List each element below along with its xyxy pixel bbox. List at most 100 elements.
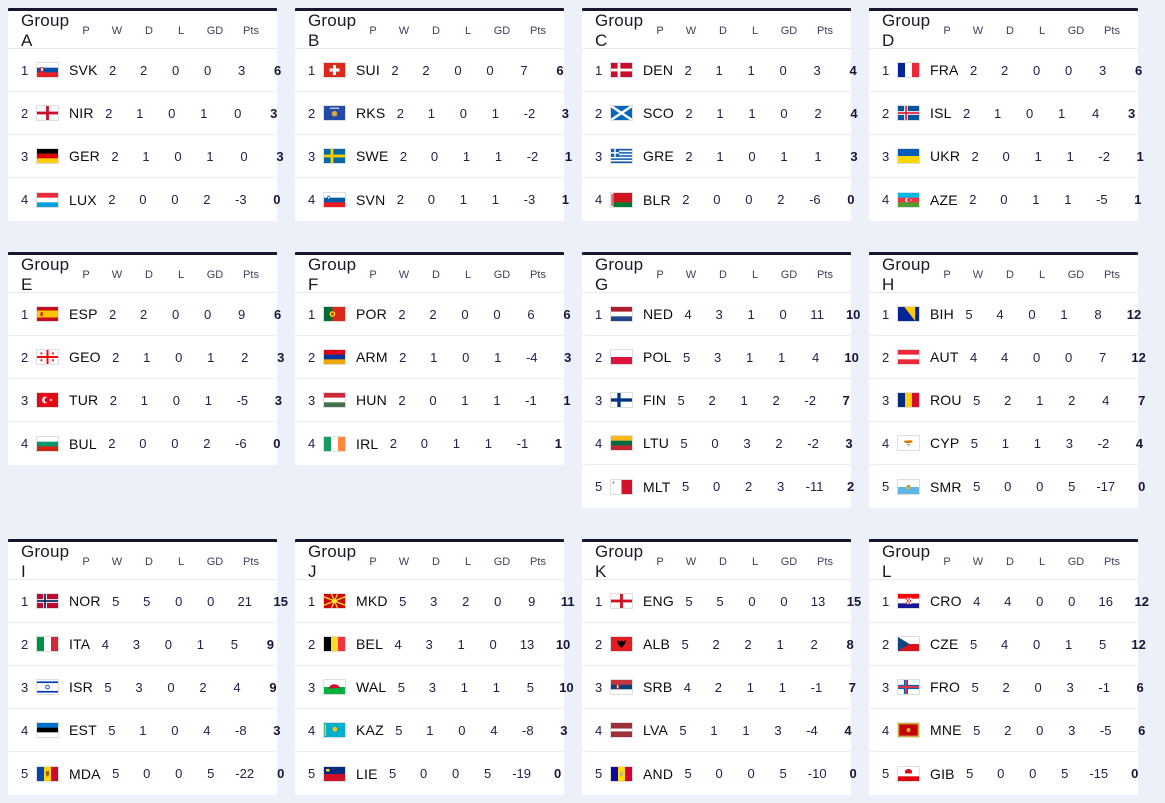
team-flag-icon [324,594,345,608]
team-flag-icon [37,436,58,451]
team-standings-row: 4 LTU 5 0 3 2 -2 3 [582,422,853,465]
stat-l: 1 [1060,306,1068,322]
column-header-pts: Pts [1104,269,1120,281]
stat-p: 2 [969,62,978,78]
stat-l: 5 [779,766,787,781]
stat-l: 1 [492,679,501,695]
stat-gd: 4 [1092,105,1100,121]
team-flag-icon [898,393,919,407]
group-title: Group L [882,542,931,581]
stat-w: 1 [426,722,434,738]
stat-l: 2 [775,435,783,451]
stat-w: 3 [135,679,143,695]
rank-label: 1 [882,593,890,609]
team-standings-row: 1 ENG 5 5 0 0 13 15 [582,580,861,623]
stat-pts: 3 [273,722,281,738]
stat-l: 3 [774,722,782,738]
stat-gd: -6 [235,436,247,451]
column-header-l: L [751,25,759,37]
rank-label: 5 [308,766,316,781]
team-flag-icon [898,192,919,207]
team-code: SCO [643,105,674,121]
stat-w: 3 [714,349,722,365]
rank-label: 2 [21,349,29,365]
rank-label: 2 [882,105,890,121]
group-standings-card: Group K P W D L GD Pts 1 ENG 5 5 0 0 13 15 2 ALB 5… [582,539,861,795]
stat-p: 5 [680,435,688,451]
team-flag-icon [611,63,632,77]
stat-d: 1 [462,148,471,164]
column-header-w: W [111,556,123,568]
group-title: Group J [308,542,357,581]
stat-gd: 5 [1098,636,1107,652]
stat-gd: -5 [1096,192,1108,207]
column-header-pts: Pts [817,25,833,37]
stat-w: 2 [708,392,716,408]
stat-pts: 3 [845,435,853,451]
team-flag-icon [324,63,345,77]
team-standings-row: 1 DEN 2 1 1 0 3 4 [582,49,857,92]
stat-p: 2 [391,62,399,78]
rank-label: 3 [882,148,890,164]
column-header-p: P [656,556,664,568]
stat-gd: -1 [525,392,537,408]
stat-d: 0 [1028,306,1036,322]
stat-d: 1 [746,679,754,695]
stat-pts: 7 [842,392,850,408]
stat-pts: 12 [1126,306,1142,322]
group-title: Group D [882,11,931,50]
rank-label: 4 [21,436,29,451]
stat-w: 1 [1001,435,1009,451]
stat-gd: -1 [810,679,823,695]
team-flag-icon [898,436,919,450]
column-header-gd: GD [780,25,798,37]
rank-label: 2 [21,105,29,121]
stat-p: 2 [109,392,117,408]
stat-l: 0 [207,593,215,609]
stat-d: 0 [1029,766,1037,781]
stat-w: 0 [1002,148,1010,164]
stat-p: 5 [684,766,692,781]
stat-p: 2 [111,148,119,164]
team-flag-icon [611,594,632,608]
rank-label: 4 [21,722,29,738]
team-code: BIH [930,306,954,322]
stat-w: 0 [139,436,147,451]
stat-gd: -1 [1098,679,1110,695]
stat-w: 4 [1004,593,1012,609]
stat-pts: 6 [1136,679,1144,695]
stat-p: 5 [395,722,403,738]
stat-w: 3 [430,593,438,609]
team-code: SRB [643,679,673,695]
stat-l: 0 [779,62,787,78]
rank-label: 2 [308,105,316,121]
group-card-header: Group F P W D L GD Pts [295,255,564,294]
rank-label: 1 [882,62,890,78]
stat-l: 3 [1065,435,1073,451]
stat-pts: 6 [1134,62,1143,78]
stat-w: 3 [425,636,433,652]
team-standings-row: 2 RKS 2 1 0 1 -2 3 [295,92,569,135]
team-flag-icon [611,149,632,163]
stat-l: 1 [494,148,503,164]
stat-pts: 3 [1128,105,1136,121]
team-flag-icon [611,680,632,694]
team-flag-icon [37,594,58,608]
group-standings-card: Group L P W D L GD Pts 1 CRO 4 4 0 0 16 12 2 CZE 5… [869,539,1149,795]
stat-w: 3 [715,306,723,322]
team-standings-row: 2 AUT 4 4 0 0 7 12 [869,336,1146,379]
team-standings-row: 2 CZE 5 4 0 1 5 12 [869,623,1146,666]
stat-l: 1 [1058,105,1066,121]
group-table-body: 1 SUI 2 2 0 0 7 6 2 RKS 2 1 0 1 -2 3 3 SWE 2 0 1 1 -2 1… [295,49,572,221]
rank-label: 4 [308,722,316,738]
team-standings-row: 2 ALB 5 2 2 1 2 8 [582,623,854,666]
stat-d: 0 [747,766,755,781]
stat-p: 4 [969,349,978,365]
team-flag-icon [37,307,58,321]
team-standings-row: 2 GEO 2 1 0 1 2 3 [8,336,284,379]
column-header-d: D [432,269,440,281]
team-flag-icon [898,479,919,494]
